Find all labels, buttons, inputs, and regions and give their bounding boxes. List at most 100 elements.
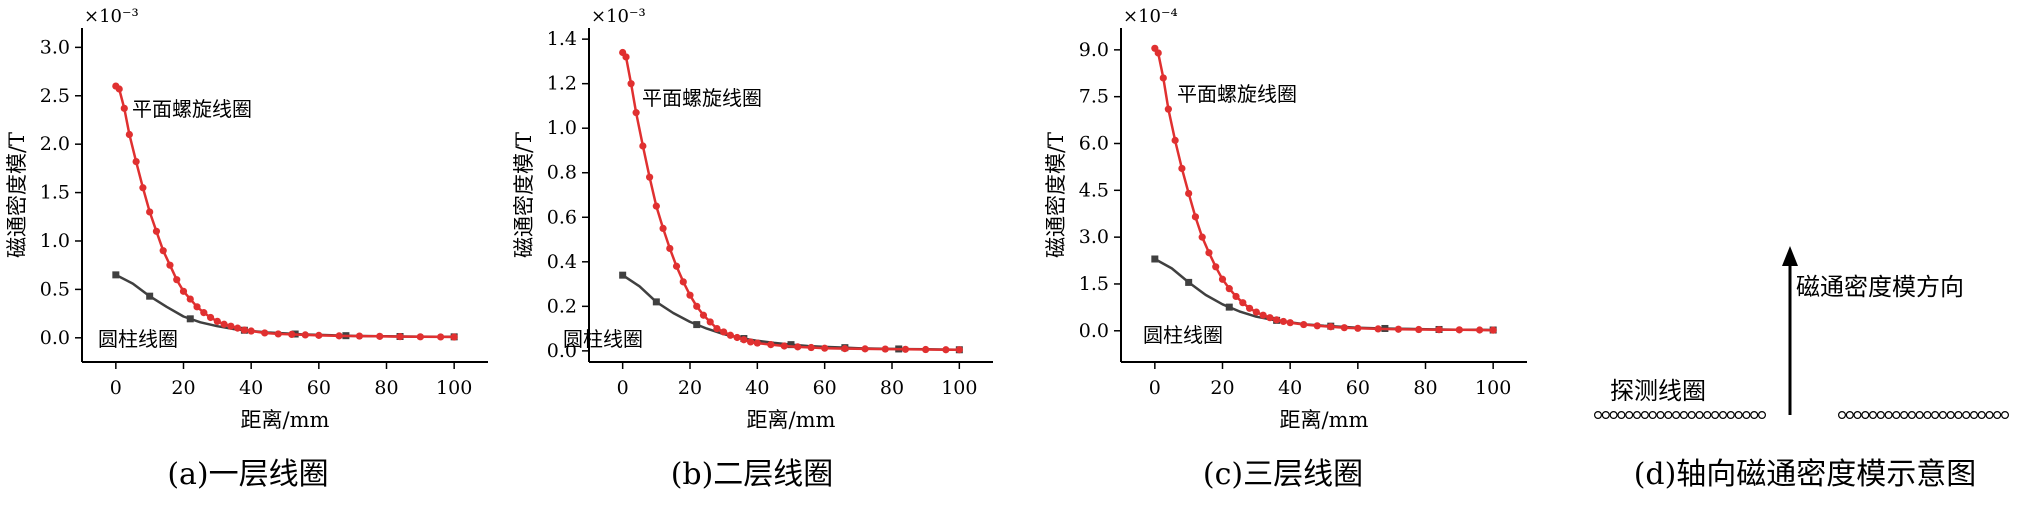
- spiral-point: [234, 324, 242, 332]
- spiral-point: [115, 85, 123, 93]
- spiral-point: [1178, 164, 1186, 173]
- series-label-cylinder: 圆柱线圈: [1143, 323, 1223, 347]
- y-tick-label: 9.0: [1079, 39, 1109, 61]
- series-label-spiral: 平面螺旋线圈: [642, 86, 762, 110]
- spiral-point: [807, 343, 815, 352]
- series-label-spiral: 平面螺旋线圈: [132, 97, 252, 121]
- spiral-point: [193, 303, 201, 311]
- spiral-point: [1415, 325, 1423, 334]
- spiral-point: [166, 261, 174, 269]
- spiral-point: [1164, 105, 1172, 113]
- chart-b: 0 20 40 60 80 100 0.0 0.2 0.4 0.6 0.8 1.0 1.2 1.4 ×10⁻…: [512, 6, 993, 432]
- coil-ring: [1985, 411, 1994, 420]
- series-label-cylinder: 圆柱线圈: [563, 327, 643, 351]
- coil-ring: [1601, 411, 1610, 420]
- spiral-point: [713, 325, 721, 333]
- y-tick-label: 1.0: [547, 117, 577, 139]
- spiral-point: [1354, 324, 1362, 332]
- coil-ring: [1718, 411, 1727, 420]
- spiral-point: [881, 345, 889, 353]
- coil-ring: [1695, 411, 1704, 420]
- y-tick-label: 1.5: [1079, 273, 1109, 295]
- coil-ring: [1742, 411, 1751, 420]
- spiral-point: [794, 343, 802, 351]
- chart-c: 0 20 40 60 80 100 0.0 1.5 3.0 4.5 6.0 7.5 9.0 ×10⁻⁴ 距离…: [1044, 6, 1527, 432]
- x-tick-label: 100: [941, 377, 977, 399]
- x-axis-label: 距离/mm: [241, 408, 330, 432]
- spiral-point: [206, 313, 215, 322]
- spiral-point: [841, 345, 849, 353]
- y-tick-label: 6.0: [1079, 132, 1109, 154]
- coil-ring: [1672, 411, 1681, 420]
- spiral-point: [1279, 317, 1287, 326]
- x-tick-label: 0: [617, 377, 629, 399]
- spiral-point: [747, 338, 755, 346]
- spiral-point: [942, 346, 950, 354]
- y-tick-label: 1.2: [547, 73, 577, 95]
- y-tick-label: 1.5: [40, 182, 70, 204]
- coil-ring: [1664, 411, 1673, 420]
- arrow-label: 磁通密度模方向: [1796, 273, 1964, 301]
- coil-ring: [1711, 411, 1720, 420]
- cylinder-point: [619, 271, 627, 279]
- direction-arrow-head: [1782, 246, 1798, 266]
- spiral-point: [1489, 326, 1497, 334]
- coil-ring: [1861, 411, 1870, 420]
- spiral-point: [146, 208, 154, 216]
- y-tick-label: 1.0: [40, 230, 70, 252]
- spiral-point: [274, 330, 282, 338]
- y-tick-label: 4.5: [1079, 179, 1109, 201]
- cylinder-point: [112, 271, 120, 279]
- spiral-point: [666, 244, 674, 253]
- caption-b: (b)二层线圈: [671, 457, 834, 492]
- spiral-point: [632, 109, 640, 117]
- coil-ring: [1876, 411, 1885, 420]
- spiral-point: [355, 332, 364, 340]
- coil-ring: [1679, 411, 1688, 420]
- y-tick-label: 0.8: [547, 162, 577, 184]
- y-axis-label: 磁通密度模/T: [512, 132, 536, 258]
- y-tick-label: 0.0: [547, 340, 577, 362]
- x-tick-label: 40: [1278, 377, 1302, 399]
- spiral-point: [173, 276, 181, 284]
- spiral-point: [247, 327, 255, 335]
- caption-c: (c)三层线圈: [1203, 457, 1363, 492]
- spiral-point: [396, 333, 404, 341]
- y-tick-label: 0.6: [547, 206, 577, 228]
- cylinder-point: [652, 298, 660, 306]
- y-tick-label: 0.0: [40, 327, 70, 349]
- spiral-point: [720, 328, 728, 336]
- spiral-point: [227, 322, 235, 330]
- coil-ring: [1750, 411, 1759, 420]
- spiral-point: [186, 295, 194, 303]
- charts-group: 0 20 40 60 80 100 0.0 0.5 1.0 1.5 2.0 2.5 3.0 ×10⁻³ 距离…: [5, 6, 1527, 432]
- coil-ring: [1923, 411, 1932, 420]
- spiral-point: [740, 336, 748, 344]
- spiral-point: [1245, 304, 1254, 312]
- spiral-point: [416, 333, 424, 341]
- coil-ring: [1931, 411, 1940, 420]
- spiral-point: [1252, 308, 1260, 316]
- coil-label: 探测线圈: [1610, 377, 1706, 405]
- coil-ring: [1609, 411, 1618, 420]
- y-tick-label: 1.4: [547, 28, 577, 50]
- y-tick-label: 3.0: [1079, 226, 1109, 248]
- coil-ring: [1845, 411, 1854, 420]
- spiral-point: [288, 330, 296, 339]
- coil-ring: [1884, 411, 1893, 420]
- cylinder-point: [1185, 278, 1193, 286]
- spiral-point: [301, 331, 309, 339]
- spiral-point: [220, 320, 228, 328]
- coil-ring: [1617, 411, 1626, 420]
- x-tick-label: 40: [745, 377, 769, 399]
- spiral-point: [686, 291, 694, 299]
- coil-ring: [1938, 411, 1947, 420]
- spiral-point: [261, 329, 269, 337]
- spiral-point: [652, 202, 660, 210]
- cylinder-point: [1225, 303, 1233, 311]
- spiral-point: [1218, 275, 1227, 283]
- x-tick-label: 60: [1346, 377, 1370, 399]
- series-line-spiral: [1153, 47, 1494, 332]
- x-tick-label: 100: [436, 377, 472, 399]
- spiral-point: [1239, 299, 1247, 307]
